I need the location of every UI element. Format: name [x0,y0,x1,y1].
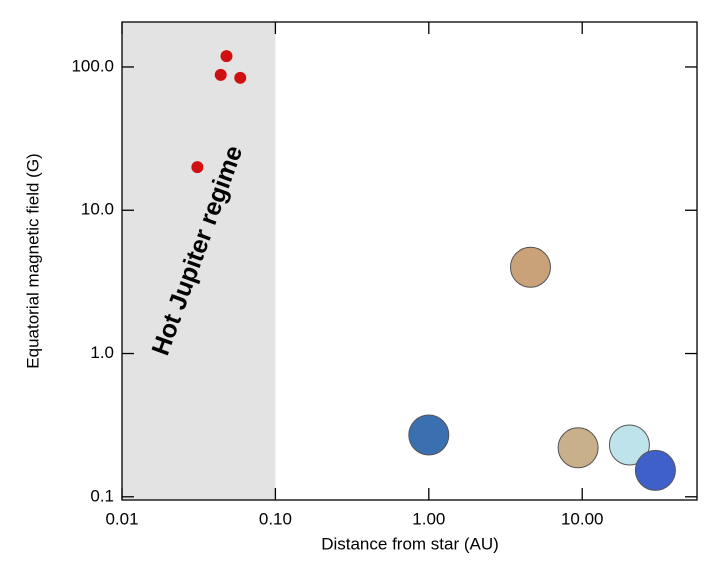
x-tick-label: 1.00 [412,509,445,528]
y-axis-label: Equatorial magnetic field (G) [23,153,42,368]
shaded-region [122,22,276,500]
data-point [191,161,204,174]
data-point [234,71,247,84]
y-tick-label: 1.0 [90,343,114,362]
data-point [220,50,233,63]
planet [608,424,650,466]
planet [408,414,450,456]
data-point [214,68,227,81]
x-tick-label: 0.10 [259,509,292,528]
planet [509,246,551,288]
y-tick-label: 0.1 [90,486,114,505]
x-tick-label: 0.01 [105,509,138,528]
plot-frame [121,21,698,501]
y-tick-label: 10.0 [81,200,114,219]
planet [634,449,676,491]
x-axis-label: Distance from star (AU) [321,534,499,553]
y-tick-label: 100.0 [71,56,114,75]
x-tick-label: 10.00 [561,509,604,528]
planet [557,427,599,469]
